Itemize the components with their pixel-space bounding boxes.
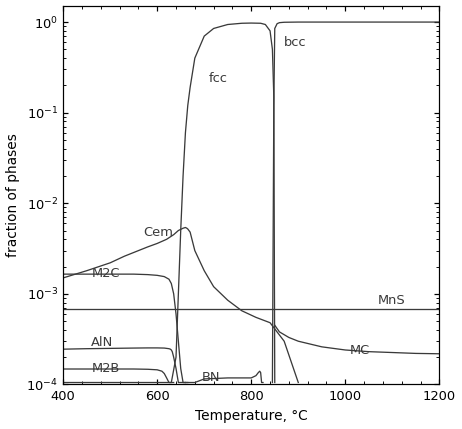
Text: AlN: AlN (91, 336, 114, 349)
X-axis label: Temperature, °C: Temperature, °C (195, 409, 308, 423)
Y-axis label: fraction of phases: fraction of phases (6, 133, 20, 257)
Text: Cem: Cem (143, 227, 173, 239)
Text: BN: BN (202, 372, 220, 384)
Text: MnS: MnS (378, 293, 406, 307)
Text: M2C: M2C (91, 266, 120, 280)
Text: bcc: bcc (284, 36, 307, 48)
Text: M2B: M2B (91, 362, 120, 375)
Text: fcc: fcc (209, 72, 228, 85)
Text: MC: MC (350, 344, 370, 357)
